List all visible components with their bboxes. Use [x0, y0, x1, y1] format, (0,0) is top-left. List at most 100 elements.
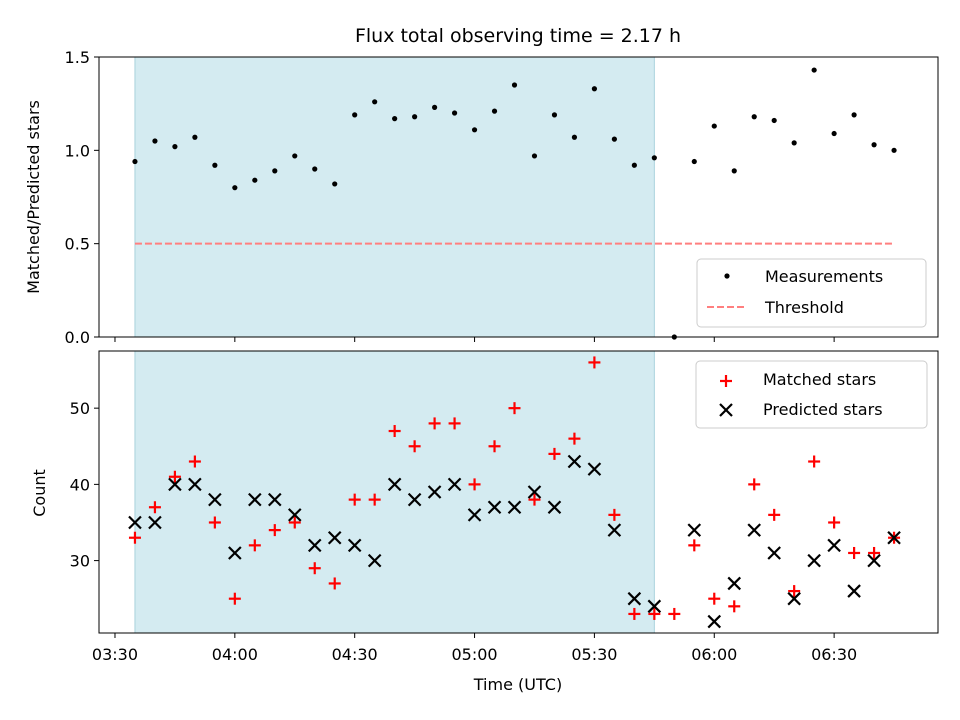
bottom-x-axis: 03:30 04:00 04:30 05:00 05:30 06:00 06:30	[92, 633, 857, 664]
bottom-x-tick-label: 05:30	[571, 645, 617, 664]
predicted-stars-point	[687, 523, 702, 537]
predicted-stars-point	[168, 477, 182, 492]
top-x-axis	[114, 337, 835, 342]
predicted-stars-point	[867, 553, 881, 568]
measurement-point	[811, 67, 817, 73]
matched-stars-point	[568, 432, 581, 445]
ratio-legend: Measurements Threshold	[696, 258, 927, 328]
matched-stars-point	[208, 516, 221, 529]
predicted-stars-point	[747, 523, 761, 537]
observing-window-span	[134, 56, 655, 338]
bottom-x-tick-label: 06:30	[811, 645, 857, 664]
y-axis-title-ratio: Matched/Predicted stars	[24, 100, 43, 294]
matched-stars-point	[268, 524, 281, 537]
measurement-point	[771, 117, 777, 124]
predicted-stars-point	[327, 530, 342, 545]
measurement-point	[132, 158, 138, 165]
threshold-legend-label: Threshold	[764, 298, 844, 317]
predicted-stars-point	[427, 485, 442, 499]
matched-stars-point	[148, 501, 161, 514]
predicted-stars-point	[228, 546, 242, 560]
y-axis-title-count: Count	[30, 469, 49, 517]
ratio-panel-frame	[98, 56, 939, 338]
measurement-point	[851, 112, 857, 118]
top-y-tick-label: 1.5	[65, 48, 90, 67]
matched-stars-point	[128, 531, 141, 544]
matched-stars-point	[468, 478, 481, 491]
predicted-stars-point	[527, 485, 542, 499]
predicted-stars-point	[847, 584, 861, 598]
measurement-point	[691, 158, 697, 165]
matched-stars-point	[768, 508, 781, 521]
matched-stars-point	[788, 585, 801, 598]
measurement-point	[451, 110, 458, 116]
measurement-point	[611, 136, 617, 142]
matched-stars-point	[408, 440, 421, 453]
matched-stars-point	[828, 516, 841, 529]
ratio-legend-box	[696, 258, 927, 328]
matched-stars-point	[228, 592, 241, 605]
measurement-point	[751, 114, 757, 120]
measurement-point	[392, 116, 398, 122]
matched-stars-point	[188, 455, 201, 468]
bottom-y-tick-label: 30	[70, 552, 90, 571]
measurement-point	[871, 142, 877, 148]
bottom-y-axis: 30 40 50	[70, 399, 99, 571]
predicted-stars-series	[128, 454, 901, 629]
predicted-stars-point	[447, 477, 462, 492]
bottom-x-tick-label: 03:30	[92, 645, 138, 664]
measurement-point	[511, 82, 518, 88]
measurement-point	[471, 127, 478, 133]
matched-stars-point	[528, 493, 541, 506]
predicted-stars-point	[287, 508, 302, 522]
measurement-point	[551, 112, 558, 118]
measurement-point	[571, 134, 578, 140]
observing-window-span	[134, 350, 655, 634]
measurement-point	[372, 99, 378, 105]
matched-stars-point	[748, 478, 761, 491]
predicted-stars-point	[307, 538, 322, 553]
predicted-stars-point	[547, 500, 562, 515]
measurement-point	[192, 134, 198, 140]
measurement-point	[212, 162, 218, 168]
matched-stars-point	[488, 440, 501, 453]
matched-stars-point	[628, 607, 641, 620]
measurement-point	[352, 112, 358, 118]
predicted-stars-point	[208, 492, 222, 507]
matched-stars-point	[428, 417, 441, 430]
matched-stars-point	[808, 455, 821, 468]
matched-stars-point	[848, 546, 861, 559]
predicted-stars-legend-label: Predicted stars	[763, 400, 883, 419]
predicted-stars-point	[807, 553, 821, 568]
matched-stars-point	[448, 417, 461, 430]
measurement-point	[831, 130, 837, 137]
predicted-stars-point	[827, 538, 841, 553]
predicted-stars-point	[767, 546, 781, 560]
measurement-point	[312, 166, 318, 172]
predicted-stars-point	[647, 599, 662, 614]
top-y-tick-label: 0.0	[65, 328, 90, 347]
matched-stars-point	[648, 607, 661, 620]
matched-stars-point	[328, 577, 341, 590]
matched-stars-point	[708, 592, 721, 605]
predicted-stars-point	[268, 492, 282, 507]
count-legend-box	[695, 360, 928, 429]
predicted-stars-point	[248, 492, 262, 507]
predicted-stars-point	[367, 553, 382, 568]
bottom-y-tick-label: 40	[70, 475, 90, 494]
measurement-point	[232, 185, 238, 191]
predicted-stars-legend-marker	[719, 403, 733, 417]
measurement-point	[252, 177, 258, 183]
matched-stars-point	[168, 470, 181, 483]
top-y-tick-label: 0.5	[65, 235, 90, 254]
predicted-stars-point	[707, 614, 722, 629]
measurement-point	[292, 153, 298, 159]
matched-stars-point	[368, 493, 381, 506]
predicted-stars-point	[887, 530, 901, 545]
measurement-point	[332, 181, 338, 187]
top-y-tick-label: 1.0	[65, 141, 90, 160]
predicted-stars-point	[128, 515, 142, 530]
measurements-series	[132, 67, 897, 340]
predicted-stars-point	[607, 523, 622, 537]
measurement-point	[412, 114, 418, 120]
